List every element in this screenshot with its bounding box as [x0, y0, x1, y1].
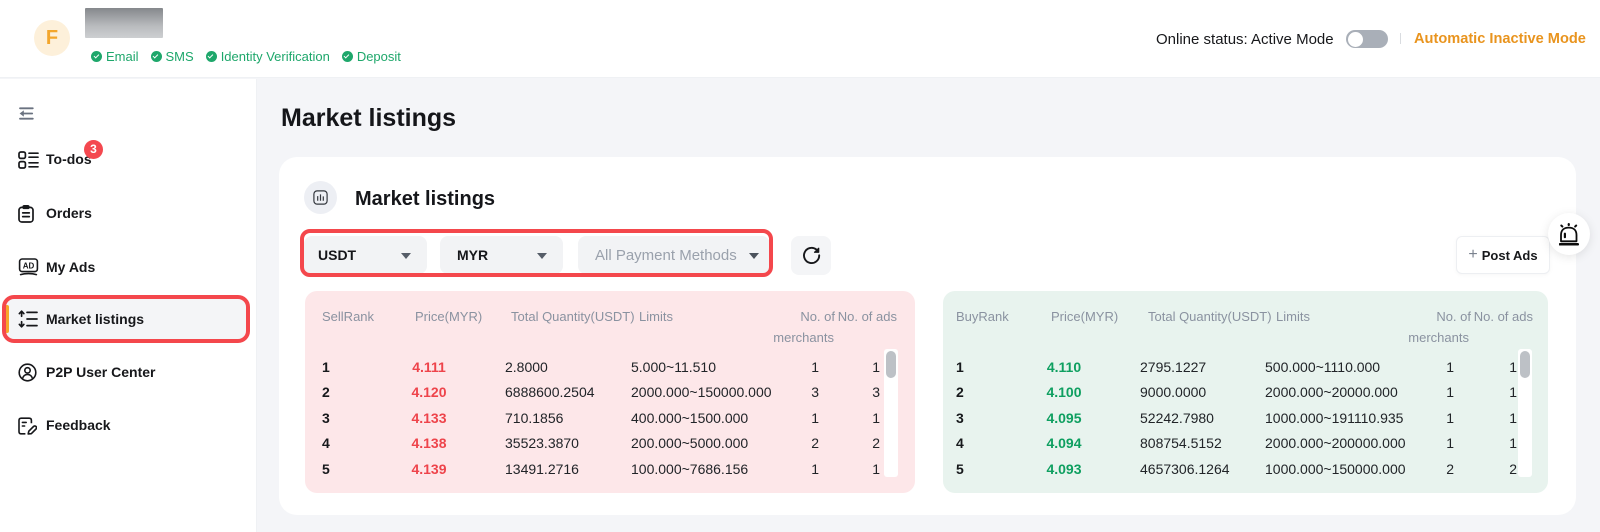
svg-text:AD: AD [23, 261, 35, 270]
